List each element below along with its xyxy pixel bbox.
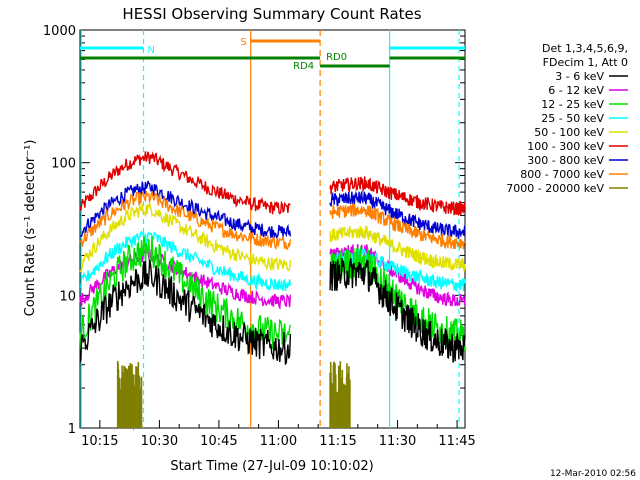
- series-6-segment-1: [329, 189, 466, 240]
- chart-title: HESSI Observing Summary Count Rates: [122, 5, 421, 23]
- series-5-segment-0: [79, 151, 291, 215]
- x-tick-label: 10:45: [200, 434, 237, 449]
- series-4-segment-0: [79, 202, 292, 273]
- plot-area: 10:15 10:30 10:45 11:00 11:15 11:30 11:45 1 10 10…: [43, 24, 476, 449]
- legend-label: 6 - 12 keV: [548, 84, 604, 97]
- annotation-label: RD4: [293, 61, 314, 72]
- legend-label: 12 - 25 keV: [541, 98, 604, 111]
- timestamp: 12-Mar-2010 02:56: [550, 469, 636, 479]
- legend-label: 7000 - 20000 keV: [506, 182, 604, 195]
- legend-label: 800 - 7000 keV: [520, 168, 604, 181]
- legend-label: 300 - 800 keV: [527, 154, 604, 167]
- series-1-segment-0: [79, 248, 292, 311]
- legend-label: 50 - 100 keV: [534, 126, 604, 139]
- x-tick-label: 11:15: [319, 434, 356, 449]
- series-3-segment-1: [329, 248, 466, 292]
- y-tick-label: 1000: [43, 24, 76, 39]
- y-tick-label: 100: [51, 157, 76, 172]
- series-8-burst-0: [116, 360, 143, 431]
- legend-label: 25 - 50 keV: [541, 112, 604, 125]
- x-tick-label: 10:15: [81, 434, 118, 449]
- legend-label: 100 - 300 keV: [527, 140, 604, 153]
- x-tick-label: 11:00: [260, 434, 297, 449]
- series-8-burst-1: [329, 361, 351, 429]
- series-5-segment-1: [329, 176, 466, 217]
- legend-label: 3 - 6 keV: [555, 70, 604, 83]
- series-6-segment-0: [79, 180, 292, 239]
- x-axis-label: Start Time (27-Jul-09 10:10:02): [170, 459, 373, 474]
- y-axis-label: Count Rate (s⁻¹ detector⁻¹): [23, 140, 38, 317]
- x-tick-label: 11:30: [379, 434, 416, 449]
- annotation-label: N: [147, 45, 154, 56]
- legend: Det 1,3,4,5,6,9,FDecim 1, Att 03 - 6 keV…: [506, 42, 628, 195]
- x-tick-label: 10:30: [141, 434, 178, 449]
- y-tick-label: 10: [59, 289, 76, 304]
- series-4-segment-1: [329, 225, 466, 272]
- y-tick-label: 1: [68, 422, 76, 437]
- series-7-segment-1: [329, 203, 466, 250]
- series-0-segment-1: [329, 258, 466, 363]
- x-tick-label: 11:45: [438, 434, 475, 449]
- annotation-label: RD0: [326, 52, 347, 63]
- annotation-label: S: [240, 37, 246, 48]
- series-3-segment-0: [79, 230, 292, 292]
- series-7-segment-0: [79, 190, 292, 251]
- legend-header: FDecim 1, Att 0: [543, 56, 628, 69]
- series-0-segment-0: [79, 259, 292, 366]
- legend-header: Det 1,3,4,5,6,9,: [542, 42, 628, 55]
